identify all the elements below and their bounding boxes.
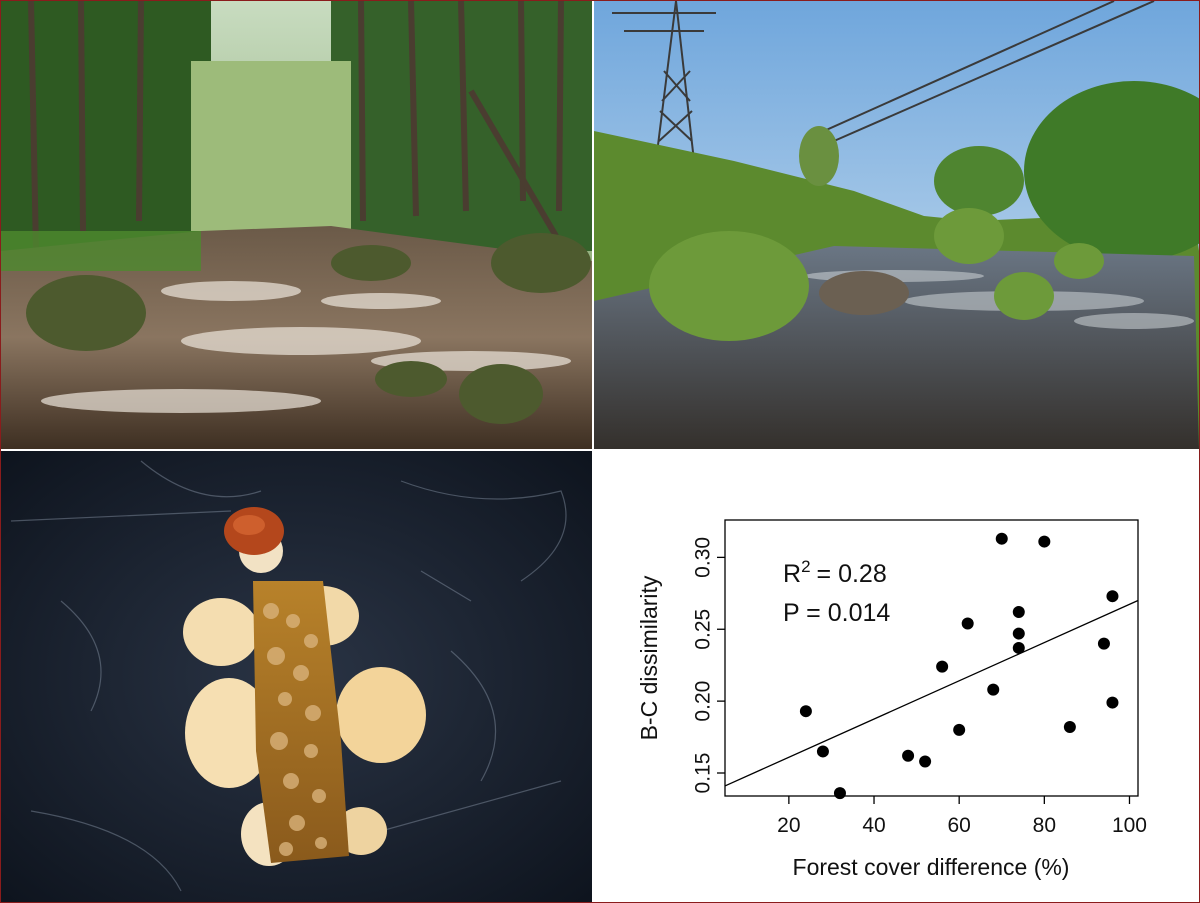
- plot-frame: [724, 519, 1139, 797]
- x-tick-label: 80: [1033, 814, 1056, 837]
- y-axis-label: B-C dissimilarity: [636, 575, 662, 740]
- powerline-stream-photo: [594, 1, 1199, 449]
- data-point: [799, 705, 812, 718]
- data-points: [799, 532, 1119, 800]
- x-tick-label: 100: [1112, 814, 1147, 837]
- data-point: [1012, 641, 1025, 654]
- data-point: [1106, 590, 1119, 603]
- data-point: [1038, 535, 1051, 548]
- p-value-annotation: P = 0.014: [783, 599, 890, 627]
- data-point: [936, 660, 949, 673]
- r-squared-annotation: R2 = 0.28: [783, 557, 887, 588]
- y-tick-label: 0.20: [692, 681, 715, 722]
- data-point: [995, 532, 1008, 545]
- data-point: [902, 749, 915, 762]
- data-point: [1012, 606, 1025, 618]
- data-point: [953, 723, 966, 736]
- data-point: [833, 787, 846, 800]
- y-tick-label: 0.30: [692, 537, 715, 578]
- data-point: [1097, 637, 1110, 650]
- data-point: [919, 755, 932, 768]
- data-point: [987, 683, 1000, 696]
- y-tick-label: 0.25: [692, 609, 715, 650]
- data-point: [816, 745, 829, 758]
- scatter-chart: 20 40 60 80 100 0.15 0.20 0.25 0.30 R2 = 0.28 P …: [594, 451, 1199, 902]
- data-point: [1063, 721, 1076, 733]
- y-tick-label: 0.15: [692, 753, 715, 794]
- forest-stream-photo: [1, 1, 592, 449]
- x-tick-label: 40: [862, 814, 885, 837]
- data-point: [961, 617, 974, 630]
- data-point: [1106, 696, 1119, 709]
- caddisfly-larva-case-photo: [1, 451, 592, 902]
- regression-line: [724, 599, 1139, 787]
- x-axis-ticks: 20 40 60 80 100: [777, 796, 1147, 837]
- data-point: [1012, 627, 1025, 640]
- x-axis-label: Forest cover difference (%): [793, 854, 1070, 880]
- x-tick-label: 20: [777, 814, 800, 837]
- x-tick-label: 60: [947, 814, 970, 837]
- y-axis-ticks: 0.15 0.20 0.25 0.30: [692, 537, 725, 794]
